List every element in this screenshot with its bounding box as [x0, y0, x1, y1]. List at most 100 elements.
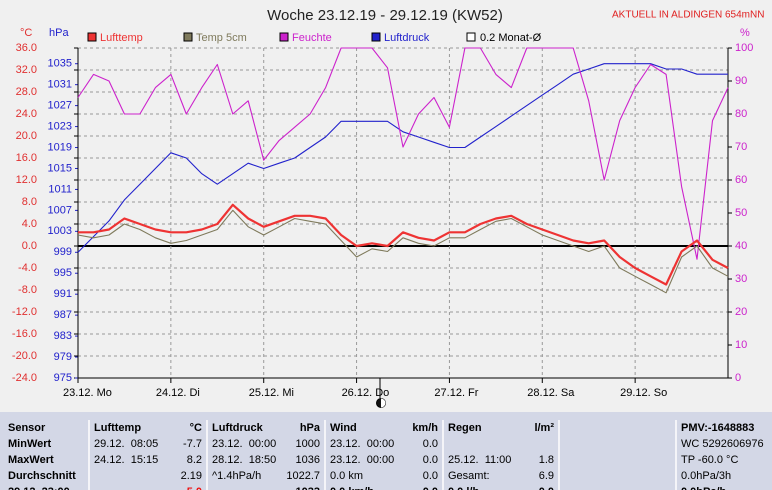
cell-text: WC 5292606976: [681, 438, 764, 450]
y2-tick-label: 50: [735, 207, 747, 219]
cell-text: PMV:-1648883: [681, 422, 755, 434]
y-tick-label: 12.0: [16, 174, 37, 186]
cell-value: 1033: [296, 484, 320, 490]
y3-tick-label: 1019: [48, 141, 72, 153]
table-cell: [558, 468, 675, 484]
x-tick-label: 29.12. So: [620, 387, 667, 399]
table-cell: 0.0hPa/3h: [675, 468, 772, 484]
table-cell: TP -60.0 °C: [675, 452, 772, 468]
legend-label: Lufttemp: [100, 32, 143, 44]
cell-text: 23.12. 00:00: [330, 454, 395, 466]
table-cell: [558, 484, 675, 490]
cell-value: 1036: [295, 454, 320, 466]
cell-text: MinWert: [8, 438, 52, 450]
cell-text: Wind: [330, 422, 357, 434]
table-cell: [558, 420, 675, 436]
table-cell: 0.0 km/h 0.0: [324, 484, 442, 490]
y3-tick-label: 1031: [48, 79, 72, 91]
table-cell: 0.0hPa/h: [675, 484, 772, 490]
legend-swatch: [279, 32, 289, 42]
table-cell: -5.0: [88, 484, 206, 490]
cell-text: 25.12. 11:00: [448, 454, 512, 466]
table-cell: PMV:-1648883: [675, 420, 772, 436]
y-tick-label: -8.0: [18, 284, 37, 296]
table-cell: 2.19: [88, 468, 206, 484]
cell-value: km/h: [412, 422, 438, 434]
cell-text: 24.12. 15:15: [94, 454, 159, 466]
legend-swatch: [87, 32, 97, 42]
table-row: MaxWert 24.12. 15:15 8.2 28.12. 18:50 1036 23…: [0, 452, 772, 468]
cell-value: 6.9: [538, 470, 554, 482]
table-cell: MaxWert: [0, 452, 88, 468]
y3-tick-label: 1003: [48, 225, 72, 237]
table-cell: 28.12. 18:50 1036: [206, 452, 324, 468]
cell-value: 0.0: [422, 454, 438, 466]
table-cell: 29.12. 23:00: [0, 484, 88, 490]
cell-value: l/m²: [534, 422, 554, 434]
y3-tick-label: 1015: [48, 162, 72, 174]
table-cell: 1033: [206, 484, 324, 490]
y2-tick-label: 80: [735, 108, 747, 120]
y3-tick-label: 995: [54, 267, 72, 279]
y-tick-label: 28.0: [16, 86, 37, 98]
legend-swatch: [466, 32, 476, 42]
cell-text: 23.12. 00:00: [330, 438, 395, 450]
y3-tick-label: 1027: [48, 100, 72, 112]
legend-swatch: [183, 32, 193, 42]
x-tick-label: 27.12. Fr: [434, 387, 478, 399]
y3-tick-label: 999: [54, 246, 72, 258]
y-tick-label: 20.0: [16, 130, 37, 142]
cell-text: 0.0hPa/h: [681, 484, 726, 490]
y-tick-label: 4.0: [22, 218, 37, 230]
x-tick-label: 24.12. Di: [156, 387, 200, 399]
y2-axis-unit: %: [740, 27, 750, 39]
cell-text: 0.0 km/h: [330, 484, 374, 490]
table-cell: Luftdruck hPa: [206, 420, 324, 436]
cell-value: °C: [189, 422, 202, 434]
header-note: AKTUELL IN ALDINGEN 654mNN: [612, 10, 764, 21]
table-cell: 23.12. 00:00 0.0: [324, 436, 442, 452]
table-cell: Gesamt: 6.9: [442, 468, 558, 484]
y3-tick-label: 979: [54, 351, 72, 363]
cell-value: hPa: [299, 422, 320, 434]
moon-icon-light: [381, 398, 386, 408]
chart-title: Woche 23.12.19 - 29.12.19 (KW52): [267, 7, 503, 24]
cell-text: Durchschnitt: [8, 470, 76, 482]
cell-text: 0.0 l/h: [448, 484, 479, 490]
y3-axis-unit: hPa: [49, 27, 69, 39]
table-row: Sensor Lufttemp °C Luftdruck hPa Wind km/h Rege…: [0, 420, 772, 436]
table-cell: Regen l/m²: [442, 420, 558, 436]
legend-label: Temp 5cm: [196, 32, 247, 44]
table-cell: 23.12. 00:00 1000: [206, 436, 324, 452]
cell-text: 28.12. 18:50: [212, 454, 277, 466]
cell-text: 29.12. 08:05: [94, 438, 159, 450]
cell-value: -5.0: [183, 484, 202, 490]
y-tick-label: 0.0: [22, 240, 37, 252]
y3-tick-label: 1023: [48, 120, 72, 132]
cell-value: 1000: [295, 438, 320, 450]
y2-tick-label: 40: [735, 240, 747, 252]
table-cell: 23.12. 00:00 0.0: [324, 452, 442, 468]
cell-text: 0.0 km: [330, 470, 364, 482]
table-row: 29.12. 23:00-5.010330.0 km/h0.00.0 l/h0.…: [0, 484, 772, 490]
cell-text: ^1.4hPa/h: [212, 470, 262, 482]
cell-value: 2.19: [180, 470, 202, 482]
table-cell: 25.12. 11:00 1.8: [442, 452, 558, 468]
x-tick-label: 26.12. Do: [342, 387, 390, 399]
cell-text: 29.12. 23:00: [8, 484, 70, 490]
cell-text: Gesamt:: [448, 470, 490, 482]
x-tick-label: 28.12. Sa: [527, 387, 575, 399]
cell-text: MaxWert: [8, 454, 54, 466]
y-tick-label: -12.0: [12, 306, 37, 318]
y-tick-label: -20.0: [12, 350, 37, 362]
y3-tick-label: 1035: [48, 58, 72, 70]
cell-value: 0.0: [539, 484, 554, 490]
y-tick-label: -4.0: [18, 262, 37, 274]
series-line: [78, 203, 729, 286]
y2-tick-label: 20: [735, 306, 747, 318]
table-cell: [442, 436, 558, 452]
cell-value: -7.7: [183, 438, 202, 450]
chart: Woche 23.12.19 - 29.12.19 (KW52) AKTUELL…: [11, 6, 765, 408]
table-cell: Wind km/h: [324, 420, 442, 436]
